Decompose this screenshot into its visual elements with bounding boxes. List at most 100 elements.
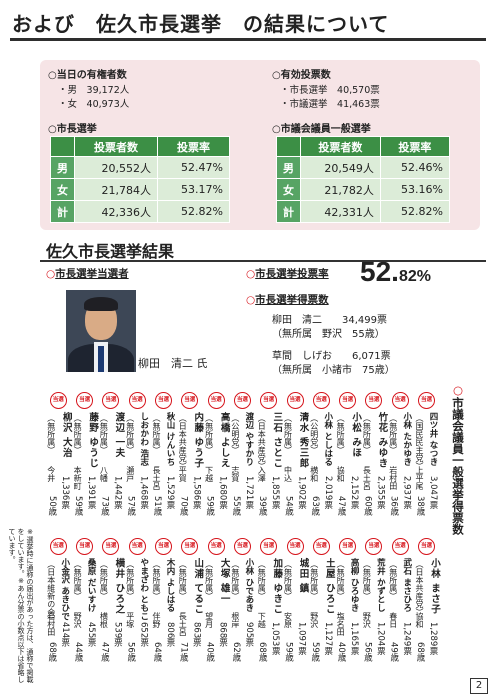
candidate-age: 38歳 (415, 496, 425, 516)
table-row: 計 42,331人 52.82% (276, 200, 451, 223)
candidate-party: （無所属） (152, 560, 161, 600)
council-candidate: 当選 横井 ひろ之 （無所属） 横根 539票 47歳 (96, 538, 126, 668)
voters-female: ・女 40,973人 (58, 99, 130, 110)
candidate-name: 高橋 よしえ (218, 412, 230, 469)
council-candidate: 当選 城田 鎮 （無所属） 安原 1,097票 59歳 (281, 538, 311, 668)
candidate-votes: 3,047票 (428, 476, 438, 509)
elected-badge: 当選 (102, 538, 120, 555)
council-candidate: 当選 武石 まさひろ （無所属） 春日 1,249票 49歳 (386, 538, 416, 668)
candidate-age: 64歳 (152, 642, 162, 662)
candidate-name: 大塚 雄一 (218, 558, 230, 605)
candidate-name: 横井 ひろ之 (113, 558, 125, 615)
elected-badge: 当選 (418, 538, 435, 555)
candidate-votes: 806票 (165, 622, 175, 647)
candidate-votes: 1,336票 (59, 476, 70, 509)
candidate-party: （日本共産党） (257, 414, 267, 470)
elected-badge: 当選 (312, 538, 330, 555)
candidate-votes: 863票 (191, 622, 202, 647)
council-candidate: 当選 やまざわ ともこ （無所属） 平塚 652票 56歳 (123, 538, 153, 668)
candidate-name: 小金沢 あきひで (59, 558, 70, 621)
candidate-votes: 905票 (243, 622, 254, 647)
col-header: 投票率 (157, 136, 230, 157)
candidate-age: 59歳 (73, 496, 84, 516)
candidate-area: 岩村田 (46, 612, 56, 636)
candidate-name: 三石 さとこ (271, 412, 283, 469)
candidate-party: （無所属） (388, 560, 398, 600)
council-candidate: 当選 藤野 ゆうじ （無所属） 本新町 1,391票 59歳 (70, 392, 100, 522)
candidate-name: 小松 みほ (350, 412, 362, 459)
candidate-age: 63歳 (309, 496, 320, 516)
candidate-votes: 539票 (112, 622, 123, 647)
table-row: 男 20,552人 52.47% (50, 156, 230, 179)
council-candidate: 当選 清水 秀三郎 （無所属） 中込 1,902票 54歳 (281, 392, 311, 522)
candidate-name: 秋山 けんいち (165, 412, 175, 466)
council-candidate: 当選 土屋 ひろこ （無所属） 野沢 1,127票 59歳 (307, 538, 337, 668)
candidate-party: （無所属） (283, 560, 293, 600)
candidate-area: 八幡 (99, 466, 109, 482)
candidate-party: （無所属） (46, 414, 56, 454)
candidate-party: （無所属） (336, 560, 346, 600)
elected-badge: 当選 (233, 392, 251, 409)
candidate-votes: 868票 (217, 622, 228, 647)
candidate-area: 平賀 (178, 466, 188, 482)
candidate-age: 56歳 (125, 642, 136, 662)
council-candidate: 当選 荒井 かずとし （無所属） 野沢 1,204票 56歳 (359, 538, 389, 668)
candidate-party: （無所属） (336, 414, 346, 454)
candidate-votes: 1,249票 (401, 622, 412, 655)
candidate-age: 70歳 (178, 496, 189, 516)
candidate-name: 土屋 ひろこ (323, 558, 335, 615)
council-candidate: 当選 渡辺 一夫 （無所属） 八幡 1,442票 73歳 (96, 392, 126, 522)
candidate-party: （日本共産党） (415, 560, 424, 616)
candidate-area: 中込 (283, 466, 293, 482)
mayor-turnout-table: 投票者数 投票率 男 20,552人 52.47% 女 21,784人 53.1… (50, 136, 230, 223)
candidate-name: 小林 まさ子 (429, 558, 440, 615)
candidate-name: やまざわ ともこ (138, 558, 149, 621)
candidate-votes: 2,019票 (322, 476, 333, 509)
elected-badge: 当選 (155, 538, 172, 555)
elected-badge: 当選 (365, 392, 383, 409)
mayor-turnout-heading: ○市長選挙投票率 (246, 268, 329, 280)
candidate-votes: 1,204票 (375, 622, 386, 655)
candidate-votes: 2,152票 (349, 476, 360, 509)
candidate-name: 渡辺 やすかり (243, 412, 254, 466)
candidate-party: （無所属） (388, 414, 398, 454)
candidate-area: 望月 (204, 612, 214, 628)
page-title: および 佐久市長選挙 の結果について (12, 12, 390, 36)
candidate-age: 62歳 (230, 642, 241, 662)
candidate-votes: 1,855票 (270, 476, 281, 509)
col-header: 投票者数 (73, 136, 159, 157)
candidate-name: 山浦 てるこ (192, 558, 204, 615)
candidate-name: 高柳 ひろゆき (349, 558, 360, 612)
candidate-area: 志賀 (230, 466, 240, 482)
council-candidate: 当選 小林 ひであき （無所属） 根岸 905票 62歳 (228, 538, 258, 668)
candidate-name: 桑原 だいすけ (86, 558, 97, 612)
table-row: 計 42,336人 52.82% (50, 200, 230, 223)
candidate-name: 清水 秀三郎 (297, 412, 309, 469)
council-candidate: 当選 内藤 ゆう子 （日本共産党） 平賀 1,586票 70歳 (175, 392, 205, 522)
candidate-party: （無所属） (178, 560, 188, 600)
candidate-votes: 1,721票 (243, 476, 254, 509)
candidate-party: （日本共産党） (178, 414, 188, 470)
council-candidate: 当選 高柳 ひろゆき （無所属） 塩名田 1,165票 40歳 (333, 538, 363, 668)
council-candidate: 当選 山浦 てるこ （無所属） 長土呂 863票 71歳 (175, 538, 205, 668)
candidate-area: 塩名田 (336, 612, 346, 636)
elected-badge: 当選 (260, 538, 278, 555)
candidate-area: 協和 (415, 612, 424, 628)
candidate-age: 49歳 (388, 642, 399, 662)
candidate-votes: 652票 (138, 622, 149, 647)
elected-badge: 当選 (391, 392, 409, 409)
council-candidate: 当選 加藤 ゆきこ （無所属） 下越 1,053票 68歳 (254, 538, 284, 668)
candidate-party: （無所属） (204, 414, 214, 454)
candidate-age: 68歳 (415, 642, 425, 662)
candidate-party: （無所属） (99, 560, 109, 600)
candidate-area: 今井 (46, 466, 56, 482)
candidate-area: 長土呂 (362, 466, 372, 490)
elected-badge: 当選 (155, 392, 172, 409)
candidate-area: 横和 (309, 466, 319, 482)
candidate-age: 40歳 (336, 642, 347, 662)
elected-badge: 当選 (102, 392, 120, 409)
candidate-party: （無所属） (362, 414, 372, 454)
elected-badge: 当選 (181, 392, 199, 409)
candidate-age: 51歳 (152, 496, 162, 516)
elected-badge: 当選 (181, 538, 199, 555)
